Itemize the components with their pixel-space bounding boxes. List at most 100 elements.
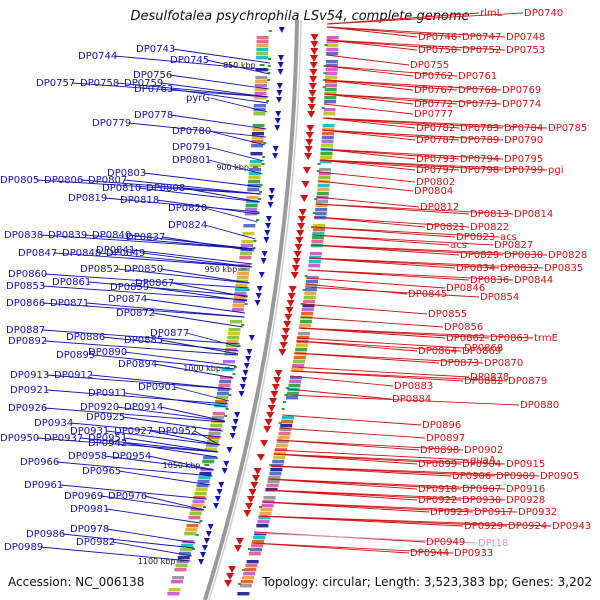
gene-label[interactable]: DP0982 (76, 537, 115, 548)
gene-label[interactable]: DP0976 (108, 491, 147, 502)
gene-label[interactable]: DP0756 (133, 70, 172, 81)
gene-label[interactable]: DP0763 (134, 84, 173, 95)
gene-label[interactable]: DP0874 (108, 294, 147, 305)
gene-label[interactable]: acs (500, 232, 517, 243)
gene-label[interactable]: DP0823 (456, 232, 495, 243)
gene-label[interactable]: DP0918 (418, 484, 457, 495)
gene-label[interactable]: pgi (548, 165, 563, 176)
gene-label[interactable]: DP0752 (462, 45, 501, 56)
gene-label[interactable]: DP0958 (68, 451, 107, 462)
gene-label[interactable]: DP0748 (506, 32, 545, 43)
gene-label[interactable]: DP0898 (420, 445, 459, 456)
gene-label[interactable]: DP0878 (470, 372, 509, 383)
gene-label[interactable]: DP0787 (416, 135, 455, 146)
gene-label[interactable]: DP0861 (52, 277, 91, 288)
gene-label[interactable]: DP0850 (124, 264, 163, 275)
gene-label[interactable]: DP0778 (134, 110, 173, 121)
gene-label[interactable]: DP0802 (416, 177, 455, 188)
gene-label[interactable]: DP0740 (524, 8, 563, 19)
gene-label[interactable]: DP0750 (418, 45, 457, 56)
gene-label[interactable]: DP0758 (80, 78, 119, 89)
gene-label[interactable]: DP0923 (430, 507, 469, 518)
gene-label[interactable]: DP0746 (418, 32, 457, 43)
gene-label[interactable]: acs (450, 240, 467, 251)
gene-label[interactable]: DP0949 (426, 537, 465, 548)
gene-label[interactable]: DP0922 (418, 495, 457, 506)
gene-label[interactable]: DP0926 (8, 403, 47, 414)
gene-label[interactable]: DP0798 (460, 165, 499, 176)
gene-label[interactable]: DP0807 (88, 175, 127, 186)
gene-label[interactable]: DP0981 (70, 504, 109, 515)
gene-label[interactable]: DP0942 (88, 438, 127, 449)
gene-label[interactable]: DP0920 (80, 402, 119, 413)
gene-label[interactable]: DP0863 (490, 333, 529, 344)
gene-label[interactable]: DP0911 (88, 388, 127, 399)
gene-label[interactable]: DP0772 (414, 99, 453, 110)
gene-label[interactable]: DP0944 (410, 548, 449, 559)
gene-label[interactable]: DP0784 (504, 123, 543, 134)
gene-label[interactable]: DP0852 (80, 264, 119, 275)
gene-label[interactable]: DP0928 (506, 495, 545, 506)
gene-label[interactable]: DP0797 (416, 165, 455, 176)
gene-label[interactable]: DP0907 (462, 484, 501, 495)
gene-label[interactable]: DP0890 (88, 347, 127, 358)
gene-label[interactable]: DP0969 (64, 491, 103, 502)
gene-label[interactable]: pyrG (186, 93, 210, 104)
gene-label[interactable]: DP0934 (34, 418, 73, 429)
gene-label[interactable]: DP0841 (96, 245, 135, 256)
gene-label[interactable]: DP0883 (394, 381, 433, 392)
gene-label[interactable]: DP0892 (8, 336, 47, 347)
gene-label[interactable]: DP0884 (392, 394, 431, 405)
gene-label[interactable]: DP0777 (414, 109, 453, 120)
gene-label[interactable]: DP0774 (502, 99, 541, 110)
gene-label[interactable]: DP0840 (92, 230, 131, 241)
gene-label[interactable]: DP0906 (452, 471, 491, 482)
gene-label[interactable]: DP0813 (470, 209, 509, 220)
gene-label[interactable]: DP0965 (82, 466, 121, 477)
gene-label[interactable]: DP0847 (18, 248, 57, 259)
gene-label[interactable]: DP0862 (446, 333, 485, 344)
gene-label[interactable]: DP0832 (500, 263, 539, 274)
gene-label[interactable]: DP0762 (414, 71, 453, 82)
gene-label[interactable]: DP0804 (414, 186, 453, 197)
gene-label[interactable]: DP0827 (494, 240, 533, 251)
gene-label[interactable]: DP0743 (136, 44, 175, 55)
gene-label[interactable]: DP0866 (6, 298, 45, 309)
gene-label[interactable]: DP0747 (462, 32, 501, 43)
gene-label[interactable]: DP0805 (0, 175, 39, 186)
gene-label[interactable]: DP0782 (416, 123, 455, 134)
gene-label[interactable]: DP0785 (548, 123, 587, 134)
gene-label[interactable]: DP0838 (4, 230, 43, 241)
gene-label[interactable]: DP0844 (514, 275, 553, 286)
gene-label[interactable]: DP0924 (508, 521, 547, 532)
gene-label[interactable]: DP0894 (118, 359, 157, 370)
gene-label[interactable]: DP0937 (44, 433, 83, 444)
gene-label[interactable]: DP0905 (540, 471, 579, 482)
gene-label[interactable]: DP0931 (70, 426, 109, 437)
gene-label[interactable]: DP0830 (504, 250, 543, 261)
gene-label[interactable]: DP0885 (124, 335, 163, 346)
gene-label[interactable]: DP0930 (462, 495, 501, 506)
gene-label[interactable]: DP0795 (504, 154, 543, 165)
gene-label[interactable]: DP0954 (112, 451, 151, 462)
gene-label[interactable]: DP0870 (484, 358, 523, 369)
gene-label[interactable]: DP0745 (170, 55, 209, 66)
gene-label[interactable]: DP0759 (124, 78, 163, 89)
gene-label[interactable]: DP0909 (496, 471, 535, 482)
gene-label[interactable]: DP0818 (120, 195, 159, 206)
gene-label[interactable]: DP0951 (88, 433, 127, 444)
gene-label[interactable]: DP0867 (135, 278, 174, 289)
gene-label[interactable]: DP0912 (54, 370, 93, 381)
gene-label[interactable]: DP0821 (426, 222, 465, 233)
gene-label[interactable]: DP0806 (44, 175, 83, 186)
gene-label[interactable]: trmE (534, 333, 558, 344)
gene-label[interactable]: DP0902 (464, 445, 503, 456)
gene-label[interactable]: DP0921 (10, 385, 49, 396)
gene-label[interactable]: DP0822 (470, 222, 509, 233)
gene-label[interactable]: DP0986 (26, 529, 65, 540)
gene-label[interactable]: DP0950 (0, 433, 39, 444)
gene-label[interactable]: DP0929 (464, 521, 503, 532)
gene-label[interactable]: DP0880 (520, 400, 559, 411)
gene-label[interactable]: DP0961 (24, 480, 63, 491)
gene-label[interactable]: DP0895 (56, 350, 95, 361)
